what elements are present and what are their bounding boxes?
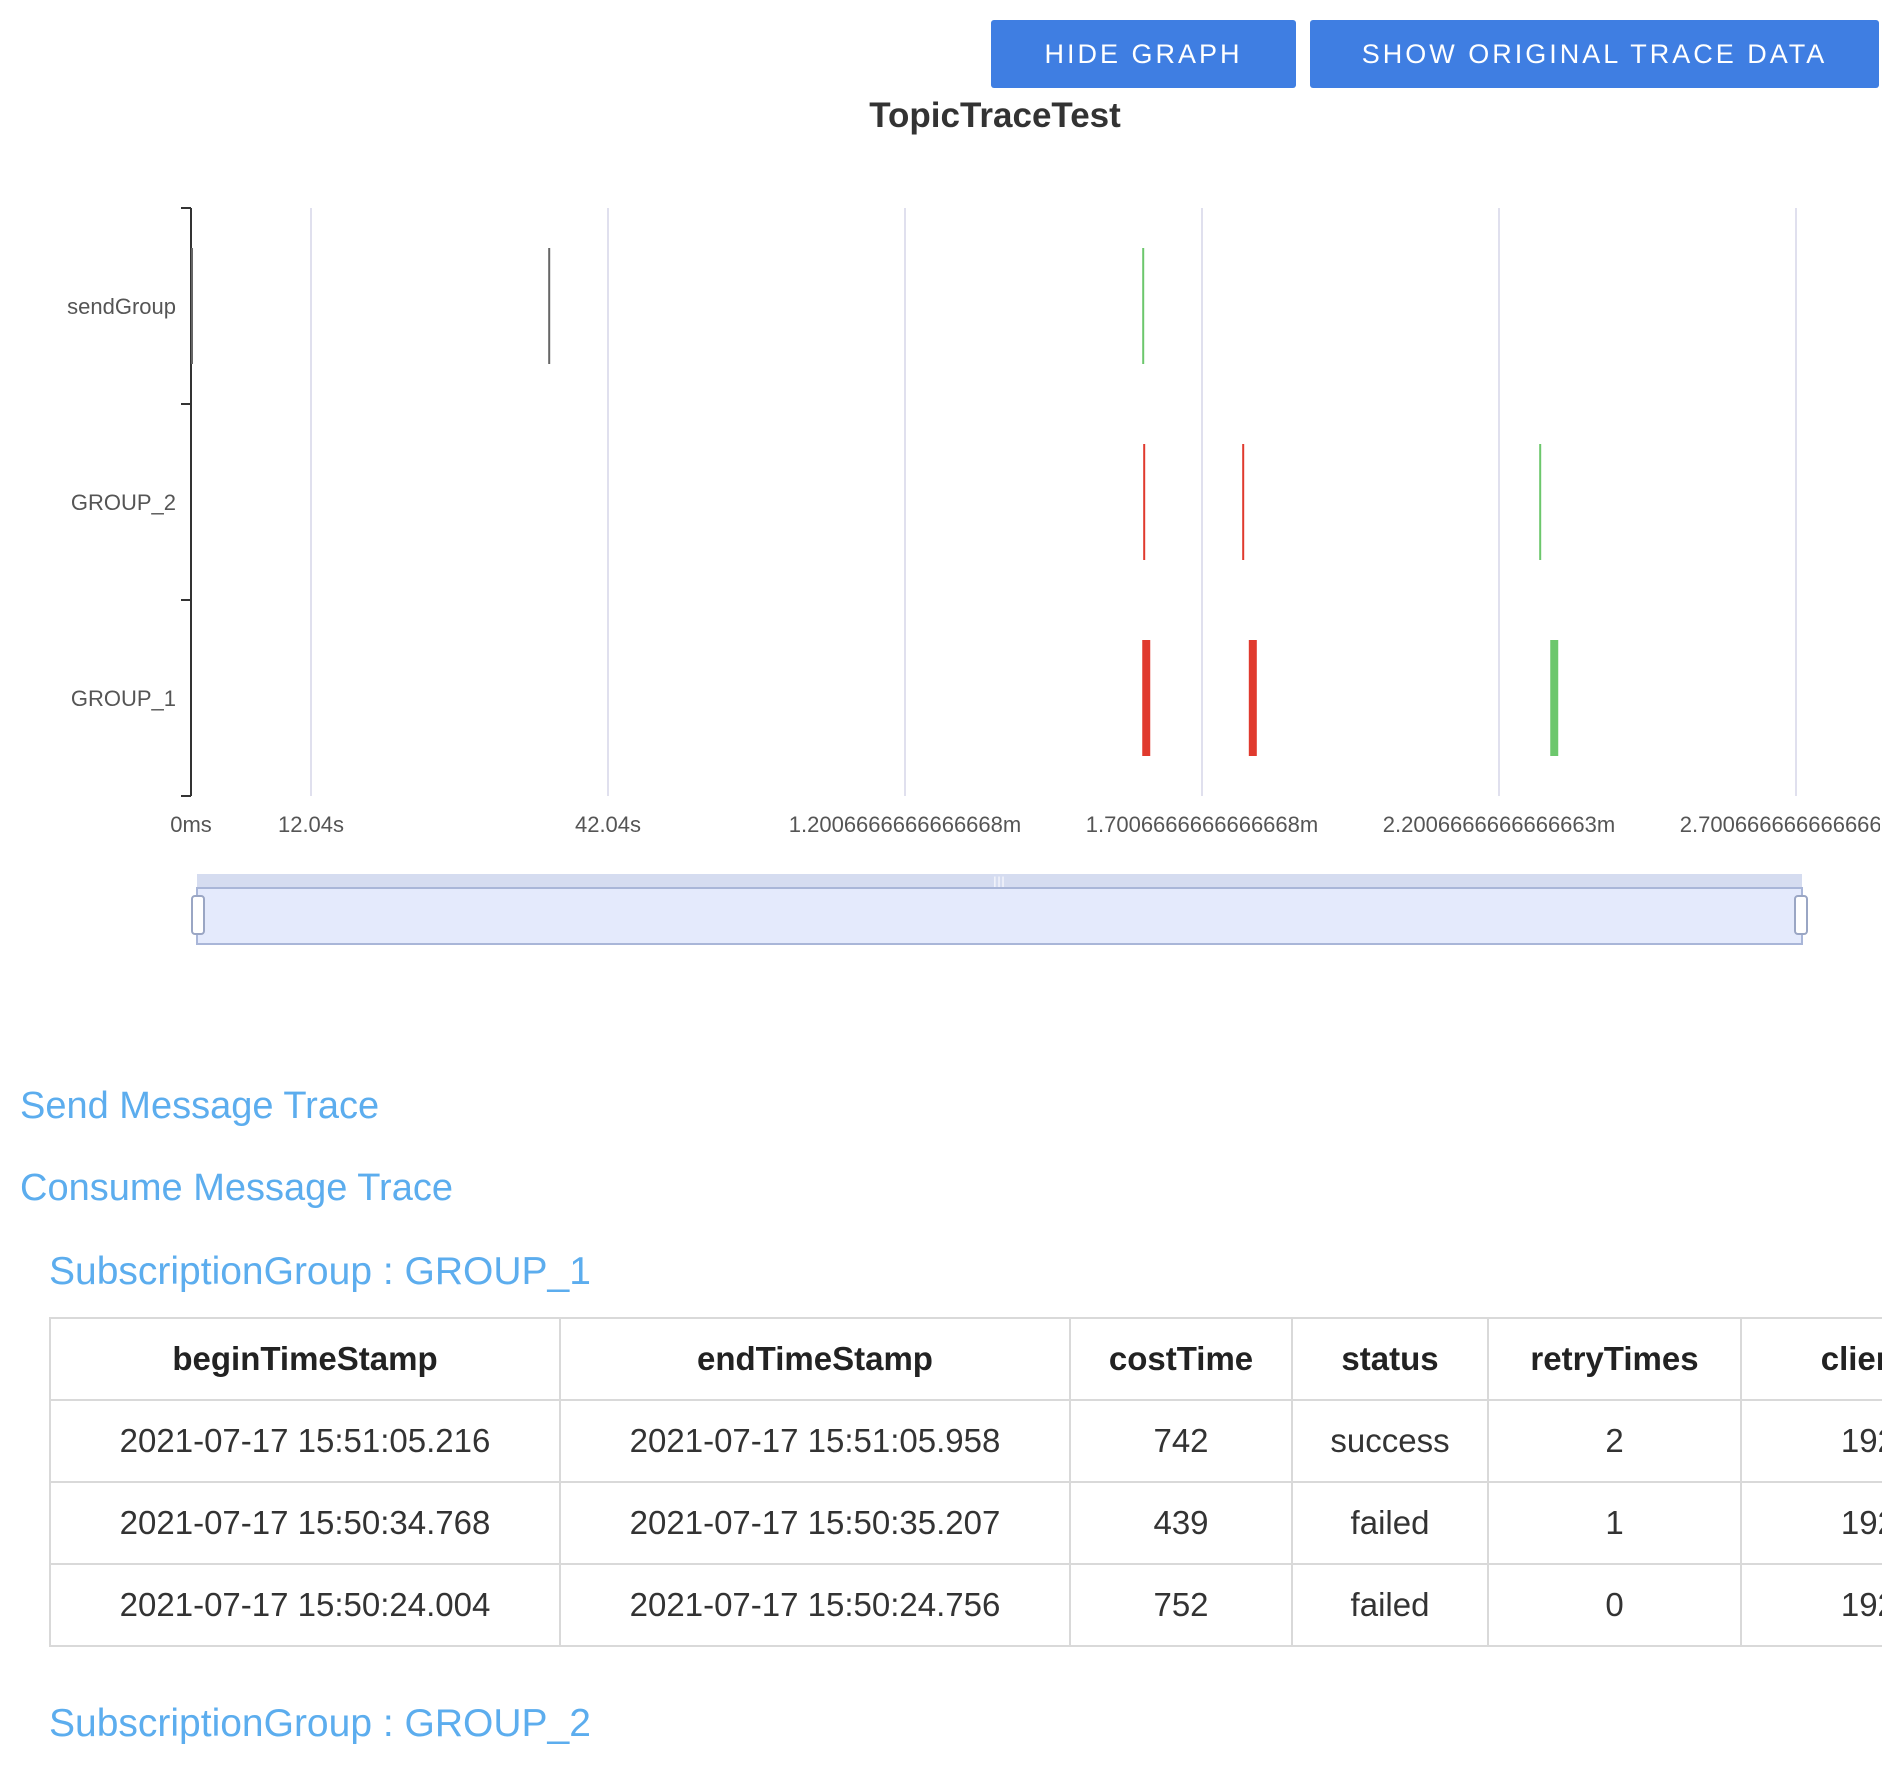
trace-bar-failed[interactable]	[1248, 640, 1257, 756]
trace-bar-success[interactable]	[1550, 640, 1559, 756]
data-zoom-left-handle[interactable]	[191, 895, 205, 935]
show-original-trace-data-button[interactable]: SHOW ORIGINAL TRACE DATA	[1310, 20, 1879, 88]
cell-retry-times: 2	[1487, 1399, 1742, 1483]
x-tick-label: 2.7006666666666666m	[1680, 812, 1892, 837]
x-tick-label: 2.2006666666666663m	[1383, 812, 1615, 837]
cell-status: failed	[1291, 1481, 1489, 1565]
trace-timeline-chart: TopicTraceTest 0ms 12.04s 42.04s 1.20066666…	[67, 96, 1892, 945]
trace-bar-failed[interactable]	[1143, 444, 1146, 560]
subscription-group-2-heading: SubscriptionGroup : GROUP_2	[49, 1702, 591, 1745]
cell-cost-time: 752	[1069, 1563, 1293, 1647]
trace-bar-success[interactable]	[1539, 444, 1542, 560]
col-header-status[interactable]: status	[1291, 1317, 1489, 1401]
cell-cost-time: 742	[1069, 1399, 1293, 1483]
table-header-row: beginTimeStamp endTimeStamp costTime sta…	[49, 1317, 1882, 1401]
cell-end-timestamp: 2021-07-17 15:50:24.756	[559, 1563, 1071, 1647]
col-header-client-host[interactable]: clientHost	[1740, 1317, 1882, 1401]
cell-end-timestamp: 2021-07-17 15:50:35.207	[559, 1481, 1071, 1565]
col-header-end-timestamp[interactable]: endTimeStamp	[559, 1317, 1071, 1401]
trace-table: beginTimeStamp endTimeStamp costTime sta…	[49, 1317, 1882, 1647]
cell-retry-times: 1	[1487, 1481, 1742, 1565]
table-row: 2021-07-17 15:50:24.004 2021-07-17 15:50…	[49, 1563, 1882, 1647]
col-header-retry-times[interactable]: retryTimes	[1487, 1317, 1742, 1401]
data-zoom-window[interactable]	[196, 887, 1803, 945]
subscription-group-1-heading: SubscriptionGroup : GROUP_1	[49, 1250, 591, 1293]
y-category-label: GROUP_2	[71, 490, 176, 515]
trace-bar-failed[interactable]	[1142, 640, 1151, 756]
hide-graph-button[interactable]: HIDE GRAPH	[991, 20, 1296, 88]
cell-retry-times: 0	[1487, 1563, 1742, 1647]
cell-begin-timestamp: 2021-07-17 15:50:34.768	[49, 1481, 561, 1565]
x-tick-label: 1.7006666666666668m	[1086, 812, 1318, 837]
consume-message-trace-link[interactable]: Consume Message Trace	[20, 1167, 453, 1209]
cell-client-host: 192.168	[1740, 1563, 1882, 1647]
table-row: 2021-07-17 15:51:05.216 2021-07-17 15:51…	[49, 1399, 1882, 1483]
cell-begin-timestamp: 2021-07-17 15:51:05.216	[49, 1399, 561, 1483]
cell-status: success	[1291, 1399, 1489, 1483]
trace-bar-failed[interactable]	[1242, 444, 1245, 560]
col-header-begin-timestamp[interactable]: beginTimeStamp	[49, 1317, 561, 1401]
chart-title: TopicTraceTest	[869, 96, 1121, 135]
data-zoom-track[interactable]	[197, 874, 1802, 888]
trace-bar-send[interactable]	[548, 248, 551, 364]
trace-bar-success[interactable]	[1142, 248, 1145, 364]
cell-begin-timestamp: 2021-07-17 15:50:24.004	[49, 1563, 561, 1647]
cell-cost-time: 439	[1069, 1481, 1293, 1565]
data-zoom-right-handle[interactable]	[1794, 895, 1808, 935]
group-1-trace-table: beginTimeStamp endTimeStamp costTime sta…	[49, 1317, 1882, 1650]
cell-client-host: 192.168	[1740, 1481, 1882, 1565]
send-message-trace-link[interactable]: Send Message Trace	[20, 1085, 380, 1127]
y-category-label: GROUP_1	[71, 686, 176, 711]
y-category-label: sendGroup	[67, 294, 176, 319]
trace-bar-send[interactable]	[191, 248, 193, 364]
x-tick-label: 1.2006666666666668m	[789, 812, 1021, 837]
cell-status: failed	[1291, 1563, 1489, 1647]
data-zoom-grip-icon[interactable]: |||	[993, 875, 1005, 889]
cell-end-timestamp: 2021-07-17 15:51:05.958	[559, 1399, 1071, 1483]
x-tick-label: 42.04s	[575, 812, 641, 837]
table-row: 2021-07-17 15:50:34.768 2021-07-17 15:50…	[49, 1481, 1882, 1565]
cell-client-host: 192.168	[1740, 1399, 1882, 1483]
x-tick-label: 12.04s	[278, 812, 344, 837]
col-header-cost-time[interactable]: costTime	[1069, 1317, 1293, 1401]
data-zoom-slider[interactable]: |||	[191, 874, 1808, 945]
x-tick-label: 0ms	[170, 812, 212, 837]
